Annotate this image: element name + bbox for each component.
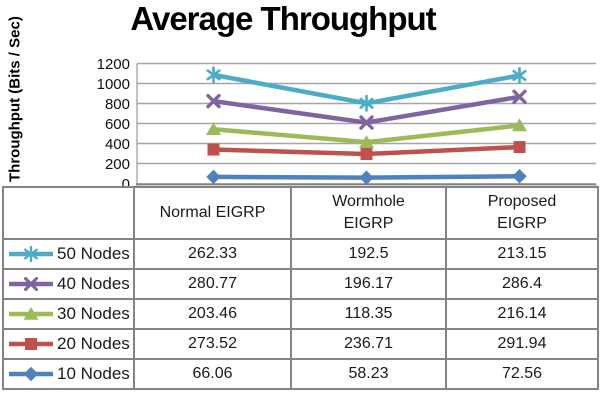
table-row: 30 Nodes 203.46 118.35 216.14 [2,298,599,330]
legend-label: 20 Nodes [57,334,130,353]
svg-text:800: 800 [105,96,130,113]
value-cell: 196.17 [290,268,447,300]
value-cell: 273.52 [133,328,292,360]
data-table: Normal EIGRP Wormhole EIGRP Proposed EIG… [2,186,599,390]
series-marker-icon [7,306,55,322]
svg-text:1200: 1200 [97,56,130,73]
value-cell: 72.56 [445,358,599,390]
legend-item-40-nodes: 40 Nodes [2,268,135,300]
table-corner-cell [2,186,135,240]
value-cell: 280.77 [133,268,292,300]
legend-item-10-nodes: 10 Nodes [2,358,135,390]
throughput-line-chart: 0 200 400 600 800 1000 1200 [97,56,597,190]
column-header-normal-eigrp: Normal EIGRP [133,186,292,240]
table-row: 40 Nodes 280.77 196.17 286.4 [2,268,599,300]
value-cell: 262.33 [133,238,292,270]
legend-label: 10 Nodes [57,364,130,383]
value-cell: 203.46 [133,298,292,330]
column-header-wormhole-eigrp: Wormhole EIGRP [290,186,447,240]
value-cell: 213.15 [445,238,599,270]
legend-item-20-nodes: 20 Nodes [2,328,135,360]
table-header-row: Normal EIGRP Wormhole EIGRP Proposed EIG… [2,186,599,240]
column-header-proposed-eigrp: Proposed EIGRP [445,186,599,240]
value-cell: 236.71 [290,328,447,360]
value-cell: 286.4 [445,268,599,300]
table-row: 50 Nodes 262.33 192.5 213.15 [2,238,599,270]
table-row: 10 Nodes 66.06 58.23 72.56 [2,358,599,390]
value-cell: 192.5 [290,238,447,270]
table-row: 20 Nodes 273.52 236.71 291.94 [2,328,599,360]
legend-label: 40 Nodes [57,274,130,293]
svg-text:600: 600 [105,116,130,133]
value-cell: 66.06 [133,358,292,390]
svg-text:0: 0 [122,176,130,190]
svg-text:1000: 1000 [97,76,130,93]
legend-label: 50 Nodes [57,244,130,263]
value-cell: 216.14 [445,298,599,330]
series-marker-icon [7,276,55,292]
series-marker-icon [7,245,55,263]
value-cell: 118.35 [290,298,447,330]
legend-label: 30 Nodes [57,304,130,323]
value-cell: 291.94 [445,328,599,360]
svg-text:400: 400 [105,136,130,153]
series-marker-icon [7,336,55,352]
series-marker-icon [7,366,55,382]
legend-item-50-nodes: 50 Nodes [2,238,135,270]
value-cell: 58.23 [290,358,447,390]
svg-text:200: 200 [105,156,130,173]
legend-item-30-nodes: 30 Nodes [2,298,135,330]
chart-title: Average Throughput [130,0,436,37]
